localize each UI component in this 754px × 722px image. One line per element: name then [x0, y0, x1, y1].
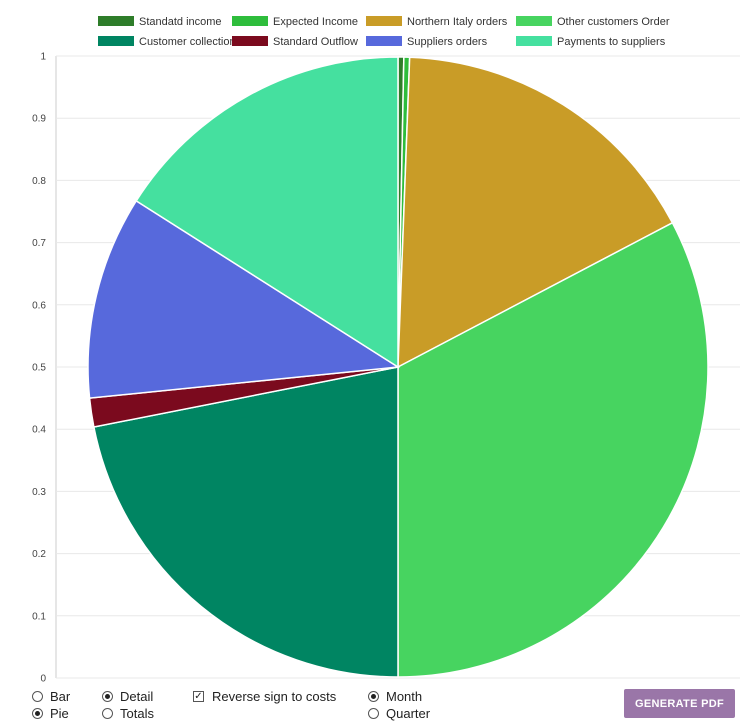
reverse-sign-label: Reverse sign to costs: [212, 689, 337, 704]
bar-radio-label: Bar: [50, 689, 71, 704]
pie-radio-indicator[interactable]: [32, 708, 43, 719]
totals-radio-indicator[interactable]: [102, 708, 113, 719]
legend-swatch: [98, 36, 134, 46]
reverse-sign-checkbox[interactable]: ✓ Reverse sign to costs: [193, 688, 336, 705]
y-tick-label: 0.4: [32, 425, 46, 436]
pie-radio[interactable]: Pie: [32, 705, 69, 722]
bar-radio[interactable]: Bar: [32, 688, 70, 705]
pie-slice: [87, 199, 401, 399]
y-tick-label: 0.9: [32, 114, 46, 125]
pie-radio-label: Pie: [50, 706, 69, 721]
totals-radio[interactable]: Totals: [102, 705, 154, 722]
legend-label: Standatd income: [139, 16, 222, 28]
quarter-radio-indicator[interactable]: [368, 708, 379, 719]
month-radio[interactable]: Month: [368, 688, 422, 705]
month-radio-label: Month: [386, 689, 423, 704]
y-tick-label: 0: [40, 674, 46, 685]
quarter-radio-label: Quarter: [386, 706, 431, 721]
detail-radio[interactable]: Detail: [102, 688, 153, 705]
pie-slice: [135, 56, 399, 369]
y-tick-label: 0.5: [32, 363, 46, 374]
legend-label: Customer collections: [139, 36, 242, 48]
quarter-radio[interactable]: Quarter: [368, 705, 430, 722]
y-tick-label: 0.8: [32, 176, 46, 187]
y-tick-label: 0.7: [32, 238, 46, 249]
pie-slice: [397, 56, 674, 369]
pie-slice: [92, 366, 399, 678]
legend-label: Suppliers orders: [407, 36, 488, 48]
pie-slice: [397, 221, 709, 678]
chart-controls: Bar Pie Detail Totals ✓ Reverse sign to …: [0, 686, 754, 721]
legend-swatch: [516, 36, 552, 46]
y-tick-label: 0.1: [32, 611, 46, 622]
chart-canvas: 1 0.9 0.8 0.7 0.6 0.5 0.4 0.3 0.2 0.1 0 Standatd in…: [32, 16, 740, 685]
legend-label: Other customers Order: [557, 16, 670, 28]
legend-label: Payments to suppliers: [557, 36, 666, 48]
legend-swatch: [516, 16, 552, 26]
detail-radio-indicator[interactable]: [102, 691, 113, 702]
y-tick-label: 1: [40, 52, 46, 63]
pie-chart: 1 0.9 0.8 0.7 0.6 0.5 0.4 0.3 0.2 0.1 0 Standatd in…: [32, 16, 740, 685]
legend-swatch: [366, 16, 402, 26]
legend-label: Standard Outflow: [273, 36, 358, 48]
generate-pdf-button[interactable]: GENERATE PDF: [624, 689, 735, 718]
totals-radio-label: Totals: [120, 706, 154, 721]
legend-swatch: [98, 16, 134, 26]
detail-radio-label: Detail: [120, 689, 154, 704]
legend-swatch: [366, 36, 402, 46]
legend-swatch: [232, 16, 268, 26]
y-tick-label: 0.6: [32, 300, 46, 311]
bar-radio-indicator[interactable]: [32, 691, 43, 702]
legend-label: Northern Italy orders: [407, 16, 508, 28]
legend-swatch: [232, 36, 268, 46]
month-radio-indicator[interactable]: [368, 691, 379, 702]
legend-label: Expected Income: [273, 16, 358, 28]
reverse-sign-check-icon[interactable]: ✓: [193, 691, 204, 702]
y-tick-label: 0.2: [32, 549, 46, 560]
y-tick-label: 0.3: [32, 487, 46, 498]
